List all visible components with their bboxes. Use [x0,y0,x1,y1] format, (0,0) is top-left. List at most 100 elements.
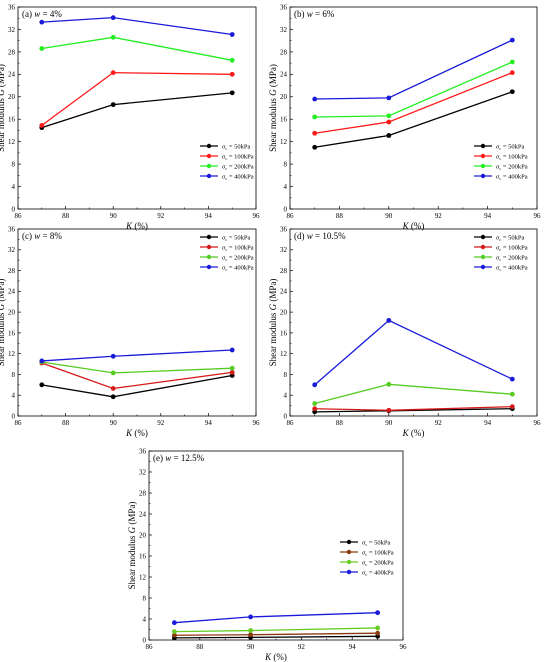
data-point [110,370,116,376]
series-line-0 [314,91,513,148]
series-line-3 [314,39,513,100]
legend-symbol: σ [222,163,226,170]
data-point [229,347,235,353]
series-line-1 [174,632,378,636]
series-line-3 [314,319,513,386]
data-point [375,610,380,616]
panel-e: 86 88 90 92 94 96 0 4 8 12 16 20 24 28 32 36 (e) w = 12.… [127,447,407,662]
legend-label: σc = 400kPa [222,173,254,181]
data-point [229,369,235,375]
x-axis-label-symbol: K [125,221,133,231]
data-point [509,376,515,382]
legend-entry: σc = 50kPa [200,143,250,151]
data-point [375,630,380,636]
legend-value: = 400kPa [501,173,528,180]
legend-symbol: σ [496,173,500,180]
y-axis-label-text: Shear modulus [268,96,278,152]
y-tick-label: 20 [8,309,16,317]
y-tick-label: 20 [8,93,16,101]
x-tick-label: 94 [205,419,213,427]
y-tick-label: 36 [280,3,288,11]
legend-subscript: c [499,146,501,151]
y-tick-label: 8 [284,161,288,169]
legend-value: = 200kPa [227,163,254,170]
legend-subscript: c [365,542,367,547]
legend-value: = 50kPa [227,143,250,150]
data-point [39,122,45,128]
data-point [39,382,45,388]
x-tick-label: 86 [15,419,23,427]
legend-marker [206,234,212,240]
data-point [39,46,45,51]
legend-marker [206,153,212,159]
y-tick-label: 16 [8,116,16,124]
x-tick-label: 94 [349,643,357,651]
x-tick-label: 92 [157,212,165,220]
data-point [110,70,116,76]
legend-label: σc = 400kPa [496,264,528,272]
x-tick-label: 96 [400,643,408,651]
legend-symbol: σ [222,254,226,261]
y-tick-label: 0 [284,205,288,213]
x-tick-label: 94 [484,419,492,427]
data-point [509,391,515,397]
legend-subscript: c [225,146,227,151]
x-tick-label: 94 [484,212,492,220]
data-point [229,57,235,63]
y-tick-label: 32 [8,26,16,34]
x-tick-label: 92 [157,419,165,427]
legend-label: σc = 100kPa [496,153,528,161]
x-tick-label: 90 [110,212,118,220]
y-tick-label: 8 [12,161,16,169]
x-tick-label: 86 [287,419,295,427]
legend-marker [480,244,486,250]
panel-title-prefix: (d) [294,231,307,241]
panel-title-value: = 10.5% [313,231,346,241]
x-tick-label: 88 [196,643,204,651]
panel-title: (b) w = 6% [294,9,335,19]
x-axis-label: K (%) [125,221,148,231]
legend-value: = 50kPa [501,234,524,241]
x-tick-label: 90 [247,643,255,651]
data-point [386,318,392,323]
data-point [386,133,392,138]
x-tick-label: 96 [253,212,261,220]
legend-symbol: σ [362,559,366,566]
y-tick-label: 20 [280,309,288,317]
legend-value: = 100kPa [501,153,528,160]
panel-title-variable: w [307,9,313,19]
panel-a: 86 88 90 92 94 96 0 4 8 12 16 20 24 28 32 36 (a) w = 4% K… [0,3,260,231]
legend-marker [480,163,486,169]
legend-subscript: c [225,257,227,262]
legend-entry: σc = 400kPa [340,569,394,577]
y-axis-label-symbol: G [268,89,278,96]
x-tick-label: 90 [385,419,393,427]
data-point [110,34,116,40]
legend-symbol: σ [362,549,366,556]
y-tick-label: 24 [280,288,288,296]
legend-value: = 100kPa [501,244,528,251]
data-point [172,629,177,634]
legend-marker [480,254,486,260]
legend-entry: σc = 400kPa [200,173,254,181]
x-axis-label-unit: (%) [271,652,287,662]
series-line-2 [314,61,513,118]
data-point [110,386,116,391]
legend-entry: σc = 100kPa [474,153,528,161]
y-axis-label-unit: (MPa) [268,279,278,304]
legend-label: σc = 400kPa [222,264,254,272]
y-axis-label-symbol: G [127,526,137,533]
y-tick-label: 36 [139,447,147,455]
legend-symbol: σ [496,264,500,271]
legend-entry: σc = 100kPa [200,153,254,161]
data-point [509,89,515,95]
panel-title-value: = 4% [40,9,62,19]
y-axis-label-symbol: G [0,303,6,310]
panel-title: (e) w = 12.5% [153,453,205,463]
data-point [248,632,254,638]
y-axis-label-text: Shear modulus [127,533,137,589]
legend-value: = 400kPa [227,173,254,180]
x-tick-label: 88 [336,419,344,427]
data-point [248,628,254,633]
x-tick-label: 90 [385,212,393,220]
